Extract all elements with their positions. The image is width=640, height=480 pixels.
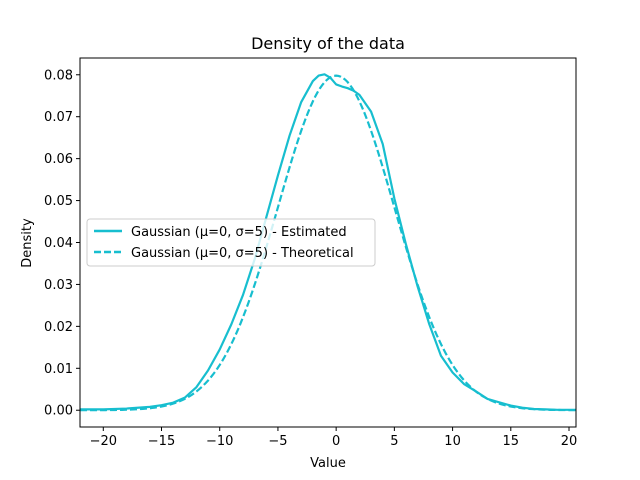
legend: Gaussian (μ=0, σ=5) - Estimated Gaussian… xyxy=(86,218,376,267)
y-tick-label: 0.07 xyxy=(44,110,73,125)
x-axis: −20 −15 −10 −5 0 5 10 15 20 xyxy=(90,427,578,449)
x-tick-label: 0 xyxy=(332,434,340,449)
y-tick-label: 0.01 xyxy=(44,362,73,377)
x-tick-label: 20 xyxy=(561,434,578,449)
y-tick-label: 0.04 xyxy=(44,236,73,251)
x-axis-title: Value xyxy=(310,456,346,471)
chart-title: Density of the data xyxy=(251,34,405,53)
y-tick-label: 0.06 xyxy=(44,152,73,167)
y-tick-label: 0.02 xyxy=(44,320,73,335)
x-tick-label: −15 xyxy=(148,434,175,449)
x-tick-label: 10 xyxy=(444,434,461,449)
x-tick-label: −5 xyxy=(268,434,287,449)
legend-label-estimated: Gaussian (μ=0, σ=5) - Estimated xyxy=(131,225,347,240)
y-axis: 0.00 0.01 0.02 0.03 0.04 0.05 0.06 0.07 0.08 xyxy=(44,68,80,419)
legend-label-theoretical: Gaussian (μ=0, σ=5) - Theoretical xyxy=(131,246,354,261)
plot-area xyxy=(80,73,576,412)
x-tick-label: 15 xyxy=(503,434,520,449)
x-tick-label: −20 xyxy=(90,434,117,449)
legend-box xyxy=(86,218,376,267)
y-tick-label: 0.05 xyxy=(44,194,73,209)
y-tick-label: 0.00 xyxy=(44,404,73,419)
y-tick-label: 0.08 xyxy=(44,68,73,83)
y-axis-title: Density xyxy=(20,218,35,268)
x-tick-label: −10 xyxy=(206,434,233,449)
series-line-theoretical xyxy=(80,74,576,412)
x-tick-label: 5 xyxy=(390,434,398,449)
y-tick-label: 0.03 xyxy=(44,278,73,293)
